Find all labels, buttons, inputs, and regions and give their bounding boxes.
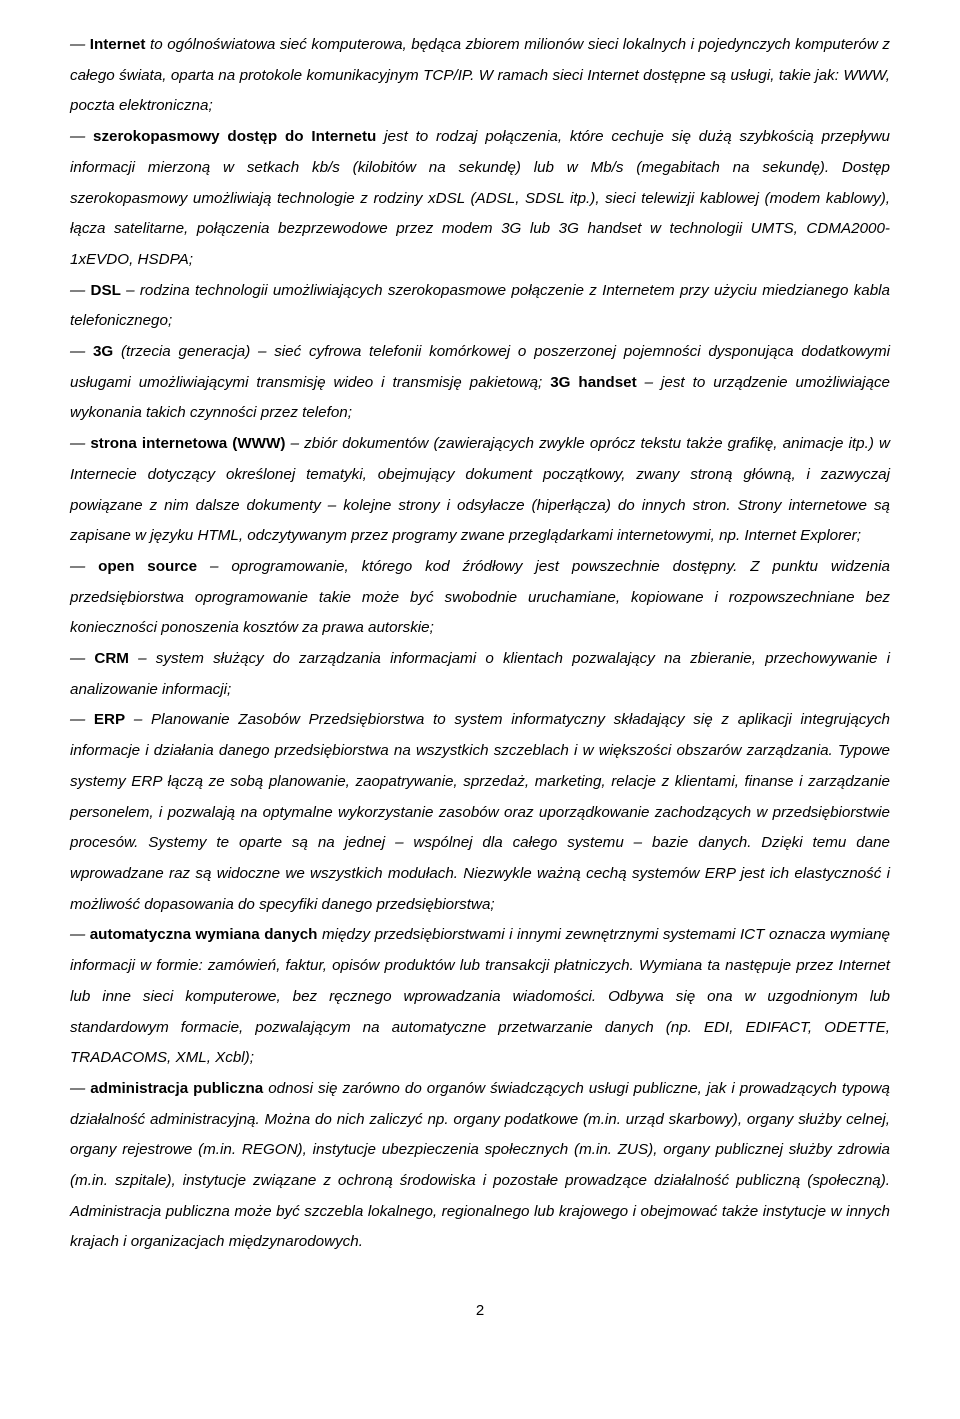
dash: —: [70, 282, 90, 299]
definition-auto-exchange: — automatyczna wymiana danych między prz…: [70, 920, 890, 1074]
term-auto-exchange: automatyczna wymiana danych: [90, 926, 318, 943]
dash: —: [70, 711, 94, 728]
term-dsl: DSL: [90, 282, 120, 299]
dash: —: [70, 650, 94, 667]
term-3g-handset: 3G handset: [550, 374, 636, 391]
body-text: odnosi się zarówno do organów świadczący…: [70, 1080, 890, 1251]
body-text: między przedsiębiorstwami i innymi zewnę…: [70, 926, 890, 1066]
term-3g: 3G: [93, 343, 113, 360]
page-number: 2: [70, 1296, 890, 1326]
body-text: – rodzina technologii umożliwiających sz…: [70, 282, 890, 330]
dash: —: [70, 435, 90, 452]
dash: —: [70, 1080, 90, 1097]
dash: —: [70, 128, 93, 145]
definition-erp: — ERP – Planowanie Zasobów Przedsiębiors…: [70, 705, 890, 920]
definition-crm: — CRM – system służący do zarządzania in…: [70, 644, 890, 705]
body-text: jest to rodzaj połączenia, które cechuje…: [70, 128, 890, 268]
document-page: — Internet to ogólnoświatowa sieć komput…: [0, 0, 960, 1419]
term-public-admin: administracja publiczna: [90, 1080, 263, 1097]
term-erp: ERP: [94, 711, 125, 728]
definition-internet: — Internet to ogólnoświatowa sieć komput…: [70, 30, 890, 122]
dash: —: [70, 343, 93, 360]
term-open-source: open source: [98, 558, 197, 575]
body-text: to ogólnoświatowa sieć komputerowa, będą…: [70, 36, 890, 114]
body-text: – Planowanie Zasobów Przedsiębiorstwa to…: [70, 711, 890, 912]
definition-public-admin: — administracja publiczna odnosi się zar…: [70, 1074, 890, 1258]
term-broadband: szerokopasmowy dostęp do Internetu: [93, 128, 376, 145]
definition-dsl: — DSL – rodzina technologii umożliwiając…: [70, 276, 890, 337]
dash: —: [70, 558, 98, 575]
body-text: – system służący do zarządzania informac…: [70, 650, 890, 698]
definition-broadband: — szerokopasmowy dostęp do Internetu jes…: [70, 122, 890, 276]
dash: —: [70, 36, 90, 53]
term-www: strona internetowa (WWW): [90, 435, 285, 452]
definition-3g: — 3G (trzecia generacja) – sieć cyfrowa …: [70, 337, 890, 429]
definition-open-source: — open source – oprogramowanie, którego …: [70, 552, 890, 644]
definition-www: — strona internetowa (WWW) – zbiór dokum…: [70, 429, 890, 552]
term-internet: Internet: [90, 36, 146, 53]
term-crm: CRM: [94, 650, 129, 667]
dash: —: [70, 926, 90, 943]
